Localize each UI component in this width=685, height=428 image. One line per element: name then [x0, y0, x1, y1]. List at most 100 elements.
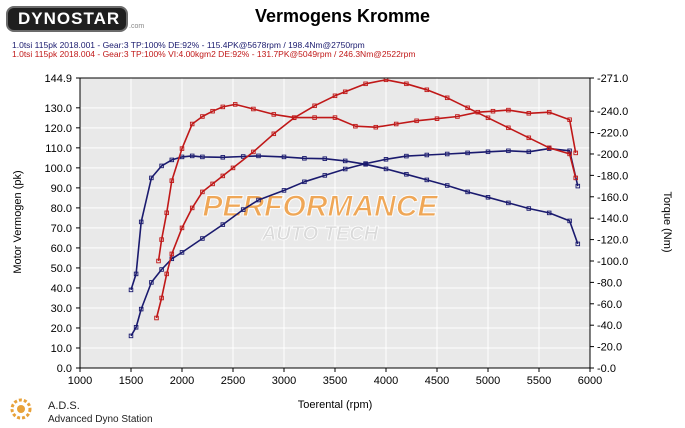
- data-point: [164, 210, 169, 216]
- series-line: [130, 155, 579, 291]
- data-point: [573, 150, 578, 156]
- data-point: [154, 315, 159, 321]
- data-point: [353, 123, 358, 129]
- data-point: [546, 210, 552, 216]
- series-4: [156, 102, 578, 264]
- y-tick-label: 40.0: [51, 283, 72, 295]
- logo-subtext: .com: [129, 23, 145, 30]
- data-point: [434, 116, 440, 121]
- y-axis-ticks: 0.0 10.0 20.0 30.0 40.0 50.0 60.0 70.0 80.0 90.0 1…: [44, 73, 80, 375]
- x-tick-label: 4500: [425, 375, 449, 387]
- data-point: [383, 157, 389, 162]
- data-point: [251, 106, 256, 112]
- data-point: [200, 114, 205, 119]
- data-point: [404, 81, 409, 87]
- x-tick-label: 1000: [68, 375, 92, 387]
- data-point: [240, 154, 246, 159]
- data-point: [546, 109, 552, 115]
- data-point: [281, 188, 287, 193]
- data-point: [404, 153, 409, 159]
- data-point: [164, 271, 169, 277]
- series-1: [128, 153, 581, 293]
- data-point: [526, 111, 532, 116]
- data-point: [159, 163, 164, 169]
- y2-tick-label: -180.0: [597, 170, 628, 182]
- data-point: [567, 218, 572, 224]
- y2-tick-label: -200.0: [597, 149, 628, 161]
- data-point: [256, 153, 261, 159]
- data-point: [506, 148, 511, 154]
- x-axis-ticks: 1000 1500 2000 2500 3000 3500 4000 4500 5000 5500…: [68, 368, 602, 387]
- series-line: [155, 79, 577, 319]
- data-point: [575, 183, 581, 189]
- y-tick-label: 50.0: [51, 263, 72, 275]
- data-point: [546, 145, 552, 151]
- x-tick-label: 5500: [527, 375, 551, 387]
- x-axis-label: Toerental (rpm): [298, 399, 373, 411]
- y2-tick-label: -271.0: [597, 73, 628, 85]
- data-point: [271, 131, 277, 137]
- data-point: [363, 161, 368, 166]
- data-point: [567, 151, 572, 157]
- data-point: [189, 121, 195, 127]
- data-point: [455, 114, 460, 119]
- y2-tick-label: -220.0: [597, 128, 628, 140]
- data-point: [322, 156, 328, 161]
- data-point: [220, 222, 226, 227]
- data-point: [526, 135, 532, 141]
- y-tick-label: 10.0: [51, 343, 72, 355]
- run-2-info: 1.0tsi 115pk 2018.004 - Gear:3 TP:100% V…: [12, 49, 416, 59]
- data-point: [133, 325, 139, 330]
- data-point: [424, 177, 430, 183]
- data-point: [506, 107, 511, 113]
- data-point: [485, 195, 491, 200]
- data-point: [465, 105, 470, 111]
- data-point: [444, 95, 450, 101]
- data-point: [506, 125, 511, 131]
- y2-axis-ticks: -0.0 -20.0 -40.0 -60.0 -80.0 -100.0 -120.0 -140…: [590, 73, 628, 375]
- watermark-line2: AUTO TECH: [261, 223, 379, 245]
- data-point: [312, 103, 317, 109]
- data-point: [133, 271, 139, 277]
- data-point: [230, 165, 236, 171]
- x-tick-label: 2000: [170, 375, 194, 387]
- data-point: [490, 108, 496, 114]
- data-point: [169, 157, 175, 163]
- x-tick-label: 6000: [578, 375, 602, 387]
- data-point: [156, 258, 161, 264]
- data-point: [169, 251, 175, 257]
- data-point: [342, 89, 348, 95]
- data-point: [251, 149, 256, 155]
- watermark-line1: PERFORMANCE: [202, 190, 438, 223]
- y-tick-label: 20.0: [51, 323, 72, 335]
- data-point: [383, 166, 389, 172]
- data-point: [363, 81, 368, 87]
- y2-tick-label: -40.0: [597, 320, 622, 332]
- chart-title: Vermogens Kromme: [254, 6, 431, 26]
- data-point: [138, 219, 144, 225]
- x-tick-label: 2500: [221, 375, 245, 387]
- y2-tick-label: -0.0: [597, 363, 616, 375]
- data-point: [128, 287, 134, 293]
- data-point: [220, 173, 226, 179]
- data-point: [200, 236, 205, 241]
- data-point: [281, 154, 287, 160]
- series-3: [154, 77, 578, 321]
- data-point: [220, 155, 226, 160]
- data-point: [200, 154, 205, 160]
- data-point: [526, 206, 532, 211]
- data-point: [526, 149, 532, 155]
- data-point: [322, 173, 328, 178]
- data-point: [210, 181, 215, 187]
- data-point: [342, 158, 348, 164]
- data-point: [159, 295, 164, 301]
- data-point: [567, 148, 572, 154]
- data-point: [444, 183, 450, 188]
- y-tick-label: 100.0: [44, 163, 72, 175]
- data-point: [200, 189, 205, 195]
- y2-tick-label: -60.0: [597, 299, 622, 311]
- dynostar-logo: DYNOSTAR: [6, 6, 128, 32]
- y2-tick-label: -140.0: [597, 213, 628, 225]
- data-point: [424, 152, 430, 158]
